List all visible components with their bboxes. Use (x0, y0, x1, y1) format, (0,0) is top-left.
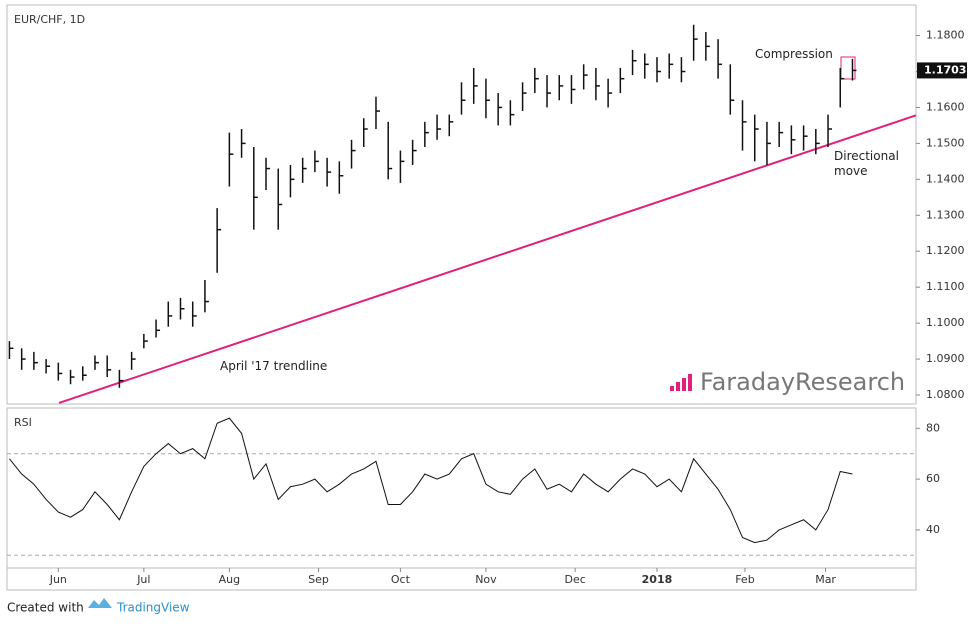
watermark-logo (670, 374, 692, 391)
x-tick-label: Feb (735, 573, 754, 586)
annotation: Compression (755, 47, 833, 61)
x-tick-label: Jun (49, 573, 67, 586)
watermark: FaradayResearch (700, 368, 905, 396)
x-tick-label: Nov (475, 573, 497, 586)
y-tick-label: 80 (926, 421, 940, 434)
time-axis (6, 567, 917, 591)
brand[interactable]: TradingView (116, 601, 190, 615)
x-tick-label: Mar (815, 573, 836, 586)
y-tick-label: 1.0800 (926, 388, 965, 401)
x-tick-label: Oct (391, 573, 411, 586)
symbol-title: EUR/CHF, 1D (14, 13, 85, 26)
last-price: 1.1703 (924, 63, 966, 76)
rsi-title: RSI (14, 416, 32, 429)
y-tick-label: 1.1000 (926, 316, 965, 329)
x-tick-label: Aug (219, 573, 240, 586)
tv-logo (88, 598, 112, 608)
y-tick-label: 1.1600 (926, 100, 965, 113)
y-tick-label: 1.1200 (926, 244, 965, 257)
y-tick-label: 60 (926, 472, 940, 485)
x-tick-label: Sep (308, 573, 329, 586)
trendline (58, 114, 917, 404)
y-tick-label: 1.1300 (926, 208, 965, 221)
y-tick-label: 1.1500 (926, 136, 965, 149)
x-tick-label: 2018 (642, 573, 673, 586)
last-price-tag (917, 62, 967, 79)
rsi-pane (6, 407, 917, 569)
created-with: Created with (7, 601, 84, 615)
rsi-line (9, 417, 853, 544)
y-tick-label: 1.1100 (926, 280, 965, 293)
x-tick-label: Jul (136, 573, 150, 586)
price-pane (6, 4, 917, 405)
trendline-label: April '17 trendline (220, 359, 328, 373)
y-tick-label: 40 (926, 523, 940, 536)
y-tick-label: 1.1400 (926, 172, 965, 185)
y-tick-label: 1.1800 (926, 29, 965, 42)
x-tick-label: Dec (564, 573, 585, 586)
annotation: Directional move (834, 149, 899, 178)
y-tick-label: 1.0900 (926, 352, 965, 365)
